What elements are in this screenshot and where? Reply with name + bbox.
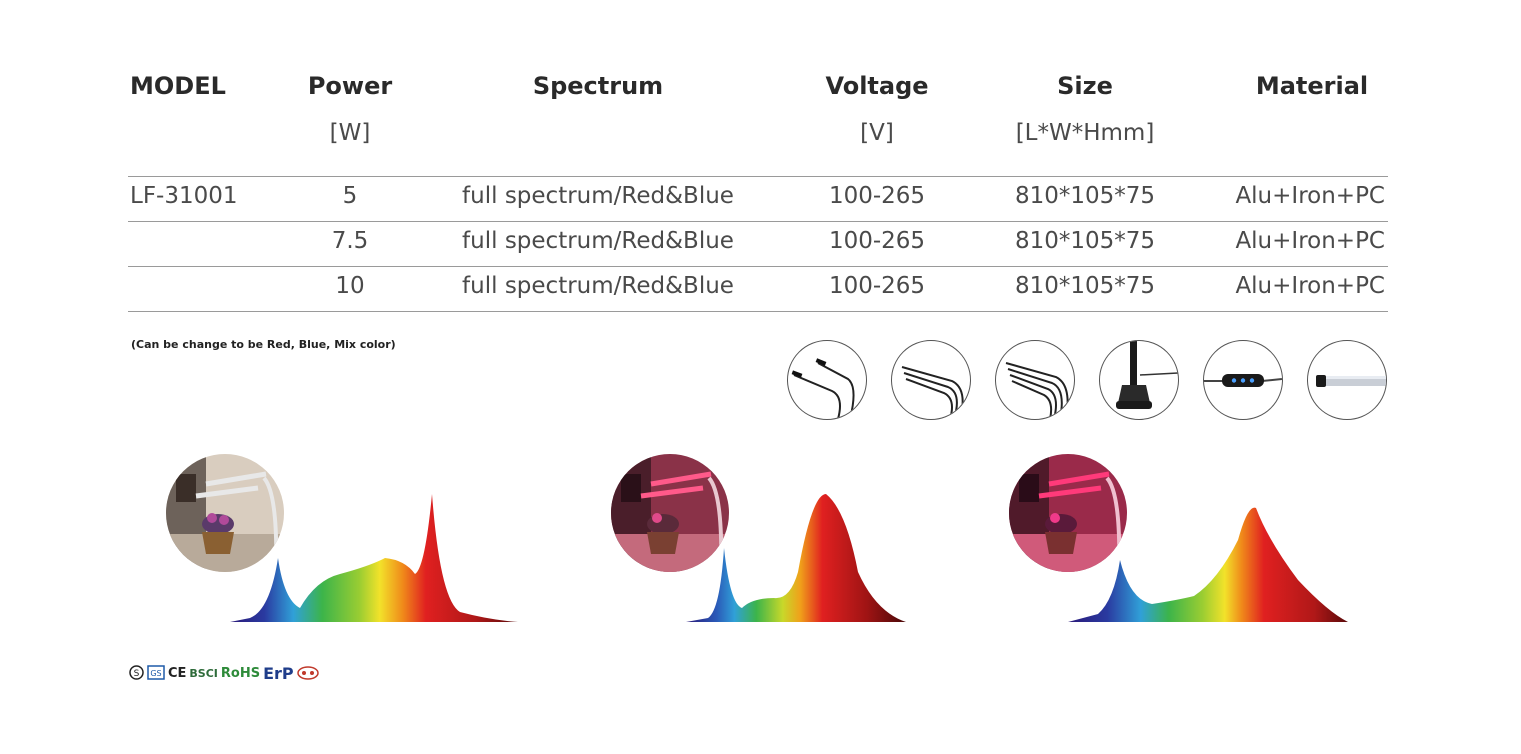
cell-power: 5	[342, 183, 358, 209]
table-rule	[128, 176, 1388, 177]
color-option-note: (Can be change to be Red, Blue, Mix colo…	[131, 338, 396, 351]
cell-spectrum: full spectrum/Red&Blue	[462, 183, 734, 209]
cell-voltage: 100-265	[828, 183, 926, 209]
mix-spectrum-curve	[1068, 507, 1348, 622]
header-material: Material	[1255, 72, 1369, 100]
header-spectrum: Spectrum	[532, 72, 664, 100]
cell-model: LF-31001	[130, 183, 238, 209]
svg-text:S: S	[134, 669, 140, 679]
cell-material: Alu+Iron+PC	[1235, 183, 1385, 209]
svg-text:GS: GS	[150, 669, 161, 678]
header-model: MODEL	[130, 72, 226, 100]
cell-power: 7.5	[331, 228, 369, 254]
cell-size: 810*105*75	[1014, 183, 1156, 209]
header-voltage-unit: [V]	[860, 120, 894, 146]
safety-mark-icon: S	[129, 664, 144, 684]
dual-head-lamp-icon	[891, 340, 971, 420]
rohs-mark: RoHS	[220, 666, 261, 681]
timer-controller-icon	[1203, 340, 1283, 420]
saa-mark-icon	[296, 665, 319, 684]
cell-spectrum: full spectrum/Red&Blue	[462, 273, 734, 299]
header-size-unit: [L*W*Hmm]	[1015, 120, 1155, 146]
header-power: Power	[307, 72, 393, 100]
red-blue-spectrum-curve	[686, 494, 906, 622]
cell-power: 10	[335, 273, 365, 299]
led-tube-icon	[1307, 340, 1387, 420]
header-size: Size	[1057, 72, 1113, 100]
bsci-mark: BSCI	[189, 667, 218, 680]
cell-spectrum: full spectrum/Red&Blue	[462, 228, 734, 254]
cell-size: 810*105*75	[1014, 273, 1156, 299]
certification-logos: S GS CE BSCI RoHS ErP	[129, 664, 319, 684]
cell-material: Alu+Iron+PC	[1235, 273, 1385, 299]
gs-mark-icon: GS	[147, 664, 165, 684]
header-voltage: Voltage	[825, 72, 929, 100]
ce-mark: CE	[168, 666, 187, 681]
clamp-stand-icon	[1099, 340, 1179, 420]
cell-voltage: 100-265	[828, 273, 926, 299]
table-rule	[128, 311, 1388, 312]
table-rule	[128, 266, 1388, 267]
cell-material: Alu+Iron+PC	[1235, 228, 1385, 254]
header-power-unit: [W]	[329, 120, 371, 146]
erp-mark: ErP	[263, 664, 294, 683]
triple-head-lamp-icon	[995, 340, 1075, 420]
cell-voltage: 100-265	[828, 228, 926, 254]
table-rule	[128, 221, 1388, 222]
single-head-lamp-icon	[787, 340, 867, 420]
plant-lamp-red-photo	[611, 454, 729, 572]
full-spectrum-curve	[230, 494, 518, 622]
cell-size: 810*105*75	[1014, 228, 1156, 254]
